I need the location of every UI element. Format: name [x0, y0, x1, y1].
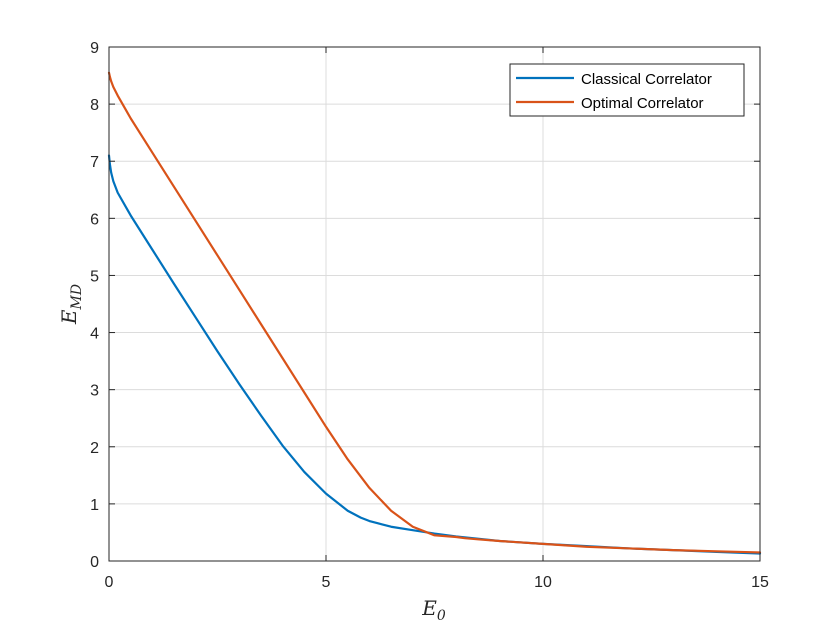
legend-label-optimal: Optimal Correlator — [581, 95, 704, 112]
y-axis-label: EMD — [57, 284, 85, 325]
y-tick-label: 7 — [90, 154, 99, 171]
y-tick-label: 5 — [90, 268, 99, 285]
ticks — [108, 46, 761, 562]
y-tick-label: 9 — [90, 40, 99, 57]
y-tick-label: 3 — [90, 383, 99, 400]
y-axis-label-main: E — [57, 309, 81, 325]
x-tick-label: 15 — [751, 574, 769, 591]
x-axis-label-sub: 0 — [437, 608, 446, 624]
legend-box — [509, 63, 745, 117]
y-tick-label: 1 — [90, 497, 99, 514]
x-tick-label: 10 — [534, 574, 552, 591]
y-tick-label: 4 — [90, 326, 99, 343]
legend: Classical Correlator Optimal Correlator — [509, 63, 745, 117]
y-tick-label: 0 — [90, 554, 99, 571]
tick-labels: 0 5 10 15 0 1 2 3 4 5 6 7 8 9 — [90, 40, 769, 591]
y-tick-label: 8 — [90, 97, 99, 114]
plot-background — [109, 47, 760, 561]
x-axis-label-main: E — [421, 596, 437, 620]
legend-label-classical: Classical Correlator — [581, 71, 712, 88]
plot-frame — [108, 46, 761, 562]
series-line-optimal — [107, 71, 762, 554]
x-tick-label: 0 — [105, 574, 114, 591]
y-axis-label-sub: MD — [69, 284, 85, 311]
x-tick-label: 5 — [322, 574, 331, 591]
y-tick-label: 6 — [90, 211, 99, 228]
y-tick-label: 2 — [90, 440, 99, 457]
series-layer — [107, 71, 762, 555]
x-axis-label: E0 — [421, 596, 446, 624]
